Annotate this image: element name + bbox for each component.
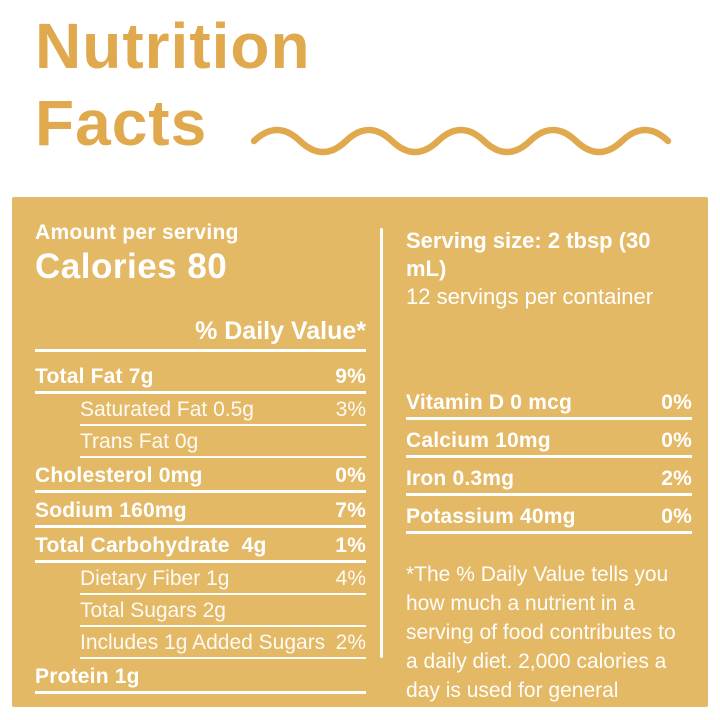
nutrient-label: Vitamin D 0 mcg	[406, 391, 572, 414]
nutrient-value: 3%	[335, 398, 366, 421]
nutrient-row-vitamin-d: Vitamin D 0 mcg 0%	[406, 391, 692, 420]
nutrient-row-saturated-fat: Saturated Fat 0.5g 3%	[80, 398, 366, 426]
column-divider	[380, 228, 383, 658]
nutrition-panel: Amount per serving Calories 80 % Daily V…	[12, 197, 708, 720]
nutrient-row-cholesterol: Cholesterol 0mg 0%	[35, 464, 366, 493]
nutrient-value: 7%	[335, 499, 366, 522]
nutrient-row-total-fat: Total Fat 7g 9%	[35, 365, 366, 394]
nutrient-value: 0%	[661, 429, 692, 452]
vitamin-rows: Vitamin D 0 mcg 0% Calcium 10mg 0% Iron …	[406, 391, 692, 534]
title-line-2: Facts	[35, 87, 208, 159]
nutrient-label: Saturated Fat 0.5g	[80, 398, 254, 421]
nutrient-label: Iron 0.3mg	[406, 467, 515, 490]
nutrient-row-calcium: Calcium 10mg 0%	[406, 429, 692, 458]
nutrient-label: Dietary Fiber 1g	[80, 567, 230, 590]
nutrient-label: Total Sugars 2g	[80, 599, 226, 622]
nutrient-row-added-sugars: Includes 1g Added Sugars 2%	[80, 631, 366, 659]
nutrient-value: 0%	[335, 464, 366, 487]
nutrient-row-total-sugars: Total Sugars 2g	[80, 599, 366, 627]
nutrient-label: Potassium 40mg	[406, 505, 576, 528]
nutrient-row-protein: Protein 1g	[35, 665, 366, 694]
nutrient-value: 0%	[661, 391, 692, 414]
nutrient-label: Protein 1g	[35, 665, 140, 688]
nutrient-value: 0%	[661, 505, 692, 528]
nutrient-row-trans-fat: Trans Fat 0g	[80, 430, 366, 458]
right-column: Serving size: 2 tbsp (30 mL) 12 servings…	[406, 227, 692, 720]
nutrient-value: 2%	[335, 631, 366, 654]
nutrient-value: 1%	[335, 534, 366, 557]
nutrient-label: Total Fat 7g	[35, 365, 154, 388]
nutrient-label: Cholesterol 0mg	[35, 464, 203, 487]
nutrient-row-sodium: Sodium 160mg 7%	[35, 499, 366, 528]
title-line-1: Nutrition	[35, 10, 311, 82]
header: Nutrition Facts	[35, 8, 311, 162]
nutrient-value: 2%	[661, 467, 692, 490]
daily-value-footnote: *The % Daily Value tells you how much a …	[406, 563, 676, 720]
nutrient-row-iron: Iron 0.3mg 2%	[406, 467, 692, 496]
nutrient-row-potassium: Potassium 40mg 0%	[406, 505, 692, 534]
nutrient-value: 4%	[335, 567, 366, 590]
nutrient-value: 9%	[335, 365, 366, 388]
serving-size-label: Serving size: 2 tbsp (30 mL)	[406, 228, 651, 281]
nutrient-label: Trans Fat 0g	[80, 430, 199, 453]
nutrient-label: Sodium 160mg	[35, 499, 187, 522]
nutrient-rows: Total Fat 7g 9% Saturated Fat 0.5g 3% Tr…	[35, 365, 366, 694]
nutrient-row-dietary-fiber: Dietary Fiber 1g 4%	[80, 567, 366, 595]
servings-per-container-label: 12 servings per container	[406, 284, 654, 309]
nutrient-label: Total Carbohydrate 4g	[35, 534, 267, 557]
nutrient-label: Calcium 10mg	[406, 429, 551, 452]
left-column: Amount per serving Calories 80 % Daily V…	[35, 219, 366, 694]
nutrient-label: Includes 1g Added Sugars	[80, 631, 326, 654]
amount-per-serving-label: Amount per serving	[35, 221, 239, 244]
nutrient-row-total-carbohydrate: Total Carbohydrate 4g 1%	[35, 534, 366, 563]
daily-value-header: % Daily Value*	[35, 316, 366, 352]
calories-value: Calories 80	[35, 247, 228, 286]
wave-decoration-icon	[250, 126, 672, 156]
